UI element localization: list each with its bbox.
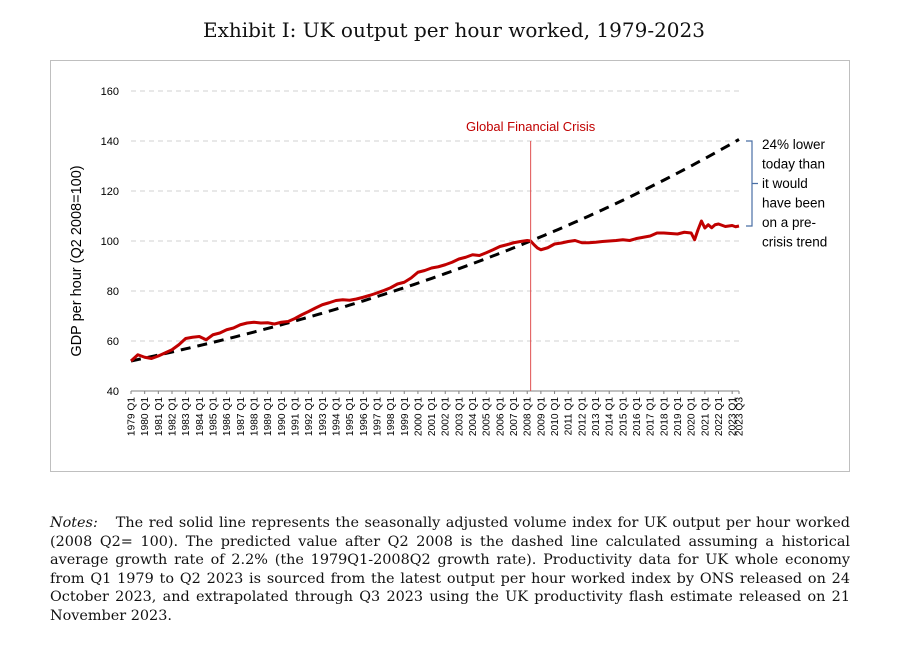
x-tick-label: 1998 Q1 [386, 397, 397, 436]
x-tick-label: 2007 Q1 [509, 397, 520, 436]
gap-annotation-line: have been [762, 196, 825, 211]
annotations: Global Financial Crisis 24% lower today th… [466, 119, 827, 391]
y-tick-label: 60 [107, 336, 119, 348]
x-tick-label: 1984 Q1 [195, 397, 206, 436]
x-tick-label: 2023 Q3 [735, 397, 746, 436]
x-tick-label: 1993 Q1 [318, 397, 329, 436]
gfc-label: Global Financial Crisis [466, 119, 596, 134]
x-tick-label: 2002 Q1 [441, 397, 452, 436]
x-tick-label: 2022 Q1 [714, 397, 725, 436]
x-tick-label: 1986 Q1 [222, 397, 233, 436]
x-tick-label: 2006 Q1 [495, 397, 506, 436]
notes-text: The red solid line represents the season… [50, 515, 850, 624]
x-tick-label: 2000 Q1 [413, 397, 424, 436]
x-tick-label: 1983 Q1 [181, 397, 192, 436]
x-tick-label: 1991 Q1 [290, 397, 301, 436]
x-tick-label: 2012 Q1 [577, 397, 588, 436]
x-tick-label: 2017 Q1 [646, 397, 657, 436]
x-tick-label: 1987 Q1 [236, 397, 247, 436]
x-tick-label: 1996 Q1 [359, 397, 370, 436]
y-axis-label: GDP per hour (Q2 2008=100) [69, 165, 85, 356]
productivity-chart: 40 60 80 100 120 140 160 1979 Q1 1980 Q1 1981 Q1… [69, 86, 827, 436]
x-tick-label: 1990 Q1 [277, 397, 288, 436]
x-tick-label: 2003 Q1 [454, 397, 465, 436]
gap-bracket [746, 140, 758, 227]
x-tick-label: 1999 Q1 [400, 397, 411, 436]
gap-annotation-line: on a pre- [762, 215, 816, 230]
x-tick-label: 1979 Q1 [127, 397, 138, 436]
gap-annotation-line: today than [762, 157, 825, 172]
actual-productivity-line [129, 219, 740, 363]
y-tick-label: 160 [101, 86, 119, 98]
x-tick-label: 1995 Q1 [345, 397, 356, 436]
y-tick-label: 140 [101, 136, 119, 148]
x-tick-label: 1989 Q1 [263, 397, 274, 436]
notes-paragraph: Notes: The red solid line represents the … [50, 514, 850, 625]
gap-annotation-line: it would [762, 176, 808, 191]
x-tick-label: 1981 Q1 [154, 397, 165, 436]
x-tick-label: 2023 Q1 [728, 397, 739, 436]
gap-annotation-line: 24% lower [762, 137, 826, 152]
x-tick-label: 1997 Q1 [372, 397, 383, 436]
series-layer [129, 138, 740, 363]
notes-label: Notes: [50, 515, 98, 531]
x-tick-label: 2008 Q1 [523, 397, 534, 436]
chart-title: Exhibit I: UK output per hour worked, 19… [203, 18, 705, 42]
x-tick-labels: 1979 Q1 1980 Q1 1981 Q1 1982 Q1 1983 Q1 1984 … [127, 391, 746, 436]
x-tick-label: 2021 Q1 [700, 397, 711, 436]
x-tick-label: 2001 Q1 [427, 397, 438, 436]
x-tick-label: 1980 Q1 [140, 397, 151, 436]
gap-annotation-line: crisis trend [762, 235, 827, 250]
x-tick-label: 2013 Q1 [591, 397, 602, 436]
y-tick-labels: 40 60 80 100 120 140 160 [101, 86, 119, 398]
x-tick-label: 1982 Q1 [167, 397, 178, 436]
y-tick-label: 40 [107, 386, 119, 398]
x-tick-label: 1992 Q1 [304, 397, 315, 436]
y-tick-label: 80 [107, 286, 119, 298]
x-tick-label: 2014 Q1 [605, 397, 616, 436]
pre-crisis-trend-line [130, 138, 740, 363]
x-tick-label: 2018 Q1 [659, 397, 670, 436]
grid-lines [131, 90, 739, 392]
x-tick-label: 1985 Q1 [208, 397, 219, 436]
y-tick-label: 120 [101, 186, 119, 198]
x-tick-label: 2005 Q1 [482, 397, 493, 436]
x-tick-label: 2011 Q1 [564, 397, 575, 436]
x-tick-label: 2016 Q1 [632, 397, 643, 436]
x-tick-label: 1994 Q1 [331, 397, 342, 436]
x-tick-label: 2009 Q1 [536, 397, 547, 436]
x-tick-label: 2015 Q1 [618, 397, 629, 436]
x-tick-label: 2010 Q1 [550, 397, 561, 436]
x-tick-label: 2004 Q1 [468, 397, 479, 436]
x-tick-label: 2020 Q1 [687, 397, 698, 436]
chart-frame: 40 60 80 100 120 140 160 1979 Q1 1980 Q1 1981 Q1… [50, 60, 850, 472]
x-tick-label: 2019 Q1 [673, 397, 684, 436]
x-tick-label: 1988 Q1 [249, 397, 260, 436]
y-tick-label: 100 [101, 236, 119, 248]
